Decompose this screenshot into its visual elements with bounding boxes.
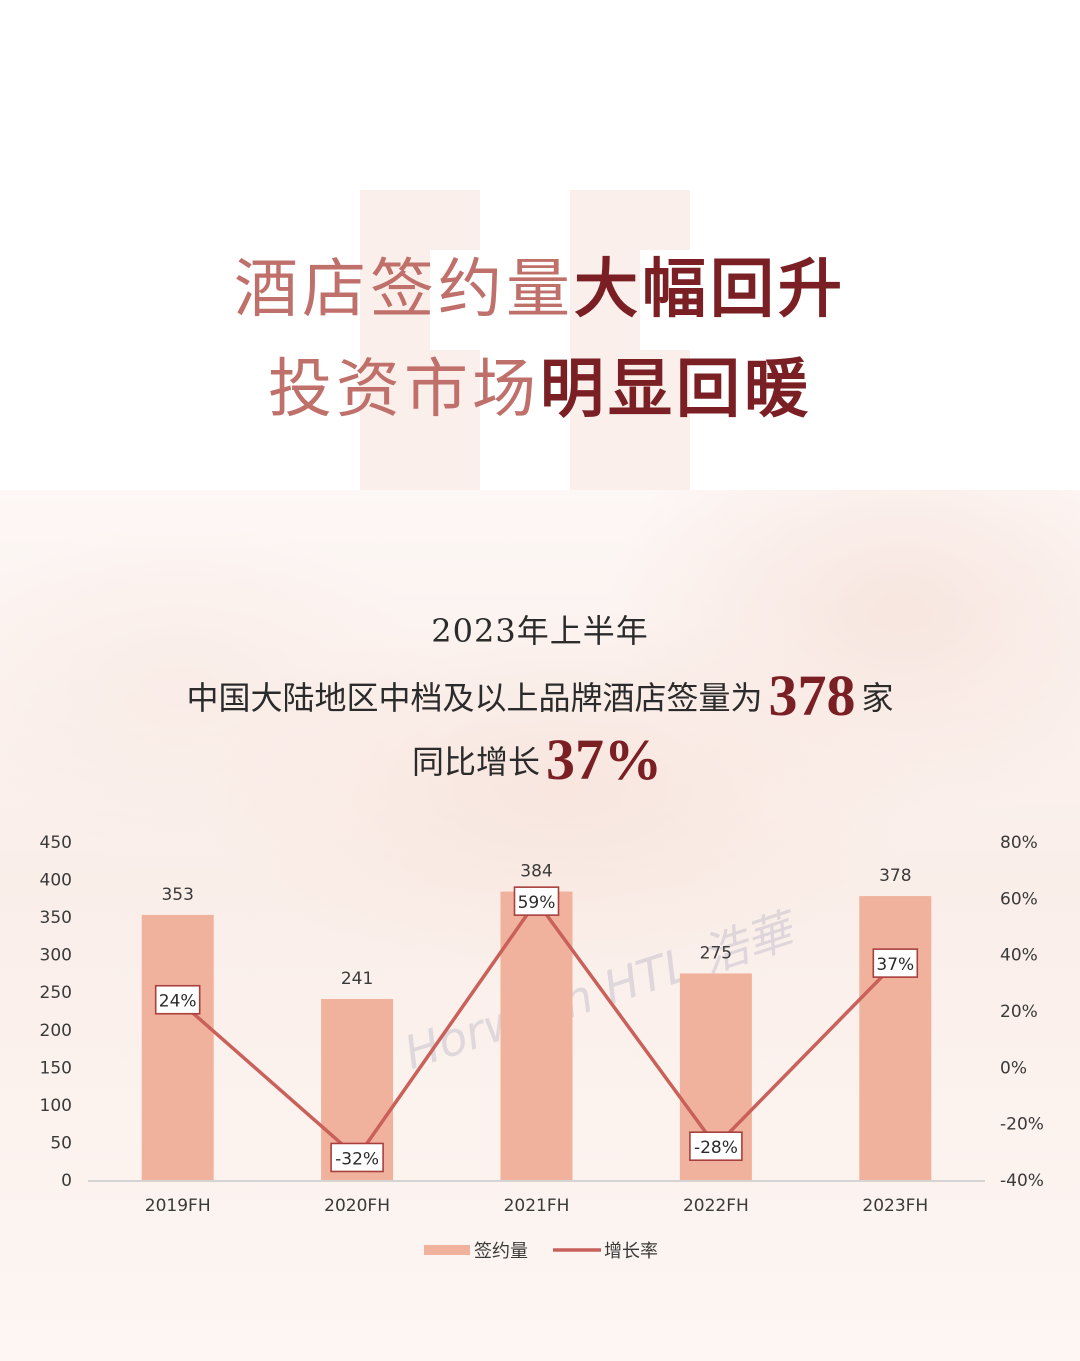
y-left-tick-label: 250 [40,983,72,1003]
bar-value-label: 275 [700,943,732,963]
growth-label: -32% [335,1149,379,1169]
y-right-tick-label: 80% [1000,833,1038,853]
subtitle-growth: 同比增长 37% [0,726,1080,793]
growth-label-box [689,1131,743,1161]
legend-bar-label: 签约量 [474,1241,528,1262]
y-left-tick-label: 0 [61,1171,72,1191]
bar-value-label: 241 [341,969,373,989]
bar-2019FH [141,914,214,1180]
y-left-tick-label: 200 [40,1021,72,1041]
growth-label-box [872,948,919,978]
headline-line-2-bold: 明显回暖 [540,353,812,427]
y-left-tick-label: 400 [40,871,72,891]
headline-line-1: 酒店签约量大幅回升 [0,258,1080,322]
x-tick-label: 2020FH [324,1196,390,1216]
headline-line-1-light: 酒店签约量 [234,253,574,327]
headline-line-2: 投资市场明显回暖 [0,358,1080,422]
y-right-tick-label: -20% [1000,1115,1044,1135]
growth-label-box [513,886,560,916]
growth-label: 37% [876,955,914,975]
headline-line-1-bold: 大幅回升 [574,253,846,327]
y-left-tick-label: 50 [50,1133,72,1153]
legend-line-label: 增长率 [604,1241,658,1262]
y-left-tick-label: 300 [40,946,72,966]
y-left-tick-label: 450 [40,833,72,853]
subtitle-signings: 中国大陆地区中档及以上品牌酒店签量为 378 家 [0,662,1080,729]
growth-label-box [154,984,201,1015]
growth-label-box [330,1142,384,1173]
subtitle-growth-prefix: 同比增长 [411,743,540,781]
y-left-tick-label: 100 [40,1096,72,1116]
growth-label: 24% [159,992,197,1012]
quote-mark-icon [360,190,690,490]
growth-label: 59% [518,893,556,913]
x-tick-label: 2021FH [504,1196,570,1216]
y-right-tick-label: 0% [1000,1058,1027,1078]
bar-value-label: 384 [520,862,552,882]
bar-value-label: 378 [879,866,911,886]
legend-bar-swatch [424,1245,470,1255]
y-right-tick-label: 40% [1000,946,1038,966]
x-tick-label: 2023FH [862,1196,928,1216]
bar-2023FH [859,896,932,1180]
subtitle-signings-prefix: 中国大陆地区中档及以上品牌酒店签量为 [186,679,763,717]
y-left-tick-label: 150 [40,1058,72,1078]
x-tick-label: 2022FH [683,1196,749,1216]
x-tick-label: 2019FH [145,1196,211,1216]
subtitle-signings-suffix: 家 [861,679,894,717]
bar-2021FH [500,891,573,1180]
y-right-tick-label: -40% [1000,1171,1044,1191]
y-right-tick-label: 20% [1000,1002,1038,1022]
headline-line-2-light: 投资市场 [268,353,540,427]
growth-label: -28% [694,1138,738,1158]
y-left-tick-label: 350 [40,908,72,928]
subtitle-growth-number: 37% [546,727,662,792]
subtitle-period: 2023年上半年 [431,612,649,650]
subtitle-signings-number: 378 [768,663,856,728]
bar-value-label: 353 [161,885,193,905]
y-right-tick-label: 60% [1000,889,1038,909]
